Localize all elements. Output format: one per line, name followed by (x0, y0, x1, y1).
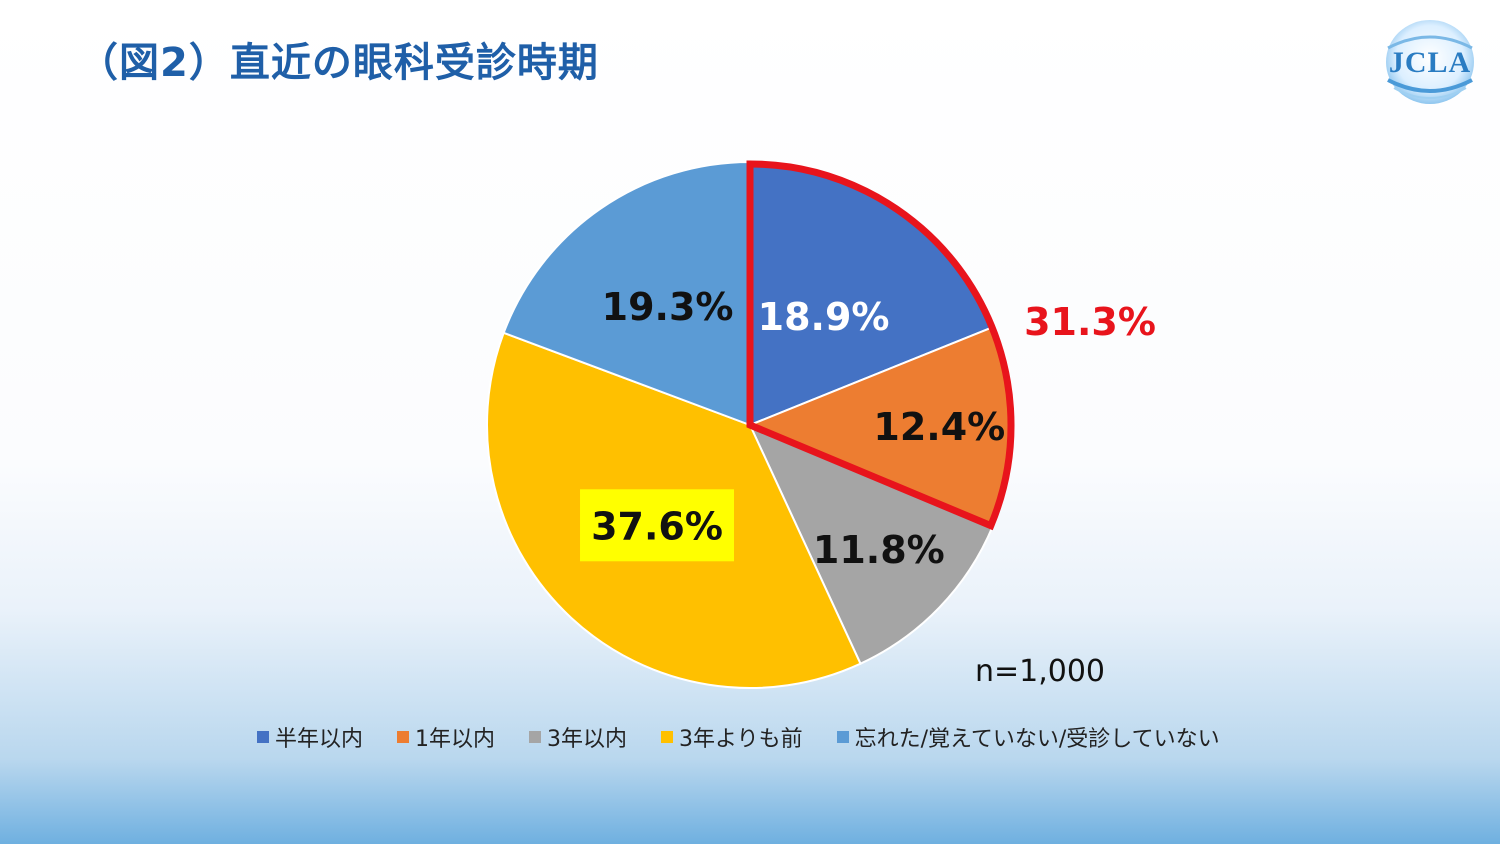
data-label-1: 18.9% (758, 295, 890, 339)
data-label-highlight-4 (580, 489, 735, 562)
logo-text: JCLA (1388, 46, 1472, 79)
data-label-5: 19.3% (602, 285, 734, 329)
legend-swatch (397, 731, 410, 743)
legend-item-1: 半年以内 (257, 721, 363, 753)
pie-slice-3 (748, 423, 994, 665)
data-label-3: 11.8% (813, 528, 945, 572)
pie-slice-5 (502, 160, 751, 427)
legend-swatch (661, 731, 674, 743)
legend-item-2: 1年以内 (397, 721, 495, 753)
legend-item-4: 3年よりも前 (661, 721, 803, 753)
legend-label: 忘れた/覚えていない/受診していない (854, 727, 1220, 752)
data-label-4: 37.6% (591, 504, 723, 548)
page-title: （図2）直近の眼科受診時期 (78, 40, 599, 86)
legend-swatch (836, 731, 849, 743)
legend-item-5: 忘れた/覚えていない/受診していない (836, 721, 1220, 753)
data-label-2: 12.4% (873, 405, 1005, 449)
legend-label: 半年以内 (275, 727, 364, 752)
highlight-outline (746, 160, 1015, 531)
sample-size-note: n=1,000 (975, 654, 1105, 689)
combined-share-annotation: 31.3% (1024, 300, 1156, 344)
logo-swirl-icon (1386, 20, 1474, 104)
legend-label: 3年以内 (547, 727, 628, 752)
chart-legend: 半年以内 1年以内 3年以内 3年よりも前 忘れた/覚えていない/受診していない (257, 721, 1254, 753)
legend-label: 3年よりも前 (679, 727, 803, 752)
legend-item-3: 3年以内 (529, 721, 627, 753)
legend-swatch (529, 731, 542, 743)
legend-swatch (257, 731, 269, 743)
jcla-logo: JCLA (1380, 18, 1480, 108)
legend-label: 1年以内 (415, 727, 496, 752)
